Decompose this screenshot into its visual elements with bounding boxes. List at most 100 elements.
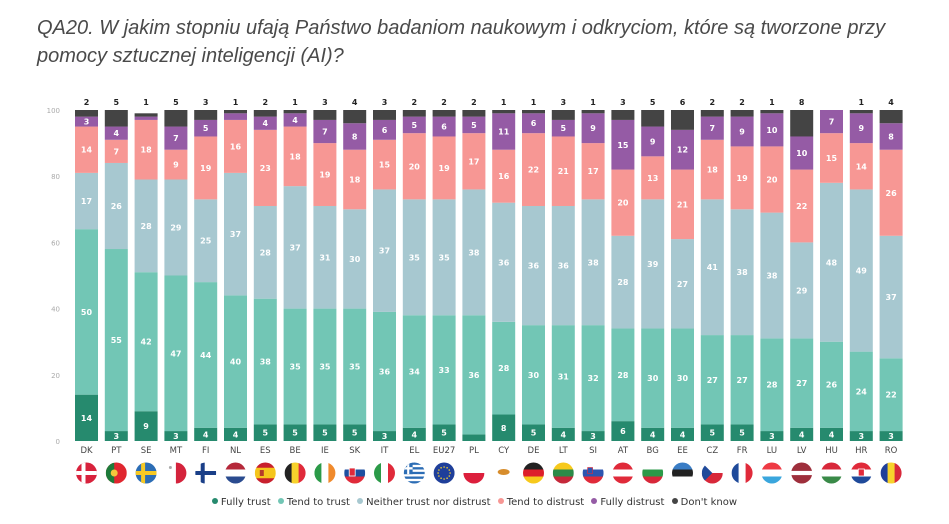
data-label: 5 <box>203 124 209 133</box>
flag-part <box>374 462 382 484</box>
flag-part <box>403 467 425 470</box>
bar-segment <box>551 136 575 206</box>
flag-at-icon <box>612 462 634 484</box>
bar-segment <box>790 427 814 441</box>
data-label: 36 <box>558 262 570 271</box>
flag-part <box>731 462 739 484</box>
data-label: 55 <box>111 336 123 345</box>
flag-part <box>887 462 895 484</box>
data-label: 38 <box>766 272 778 281</box>
flag-part <box>403 476 425 480</box>
data-label: 28 <box>617 371 629 380</box>
data-label: 4 <box>412 430 418 439</box>
data-label: 19 <box>737 174 749 183</box>
x-tick-label: MT <box>170 446 183 456</box>
bar-segment <box>671 110 694 130</box>
bar-group-ro: 3 22 37 26 8 4 RO <box>879 98 903 484</box>
bar-segment <box>760 146 784 213</box>
bar-segment <box>194 282 218 428</box>
flag-part <box>552 476 574 484</box>
data-label: 6 <box>382 126 388 135</box>
data-label: 39 <box>647 260 659 269</box>
data-label: 5 <box>263 429 269 438</box>
flag-part <box>446 477 448 479</box>
flag-part <box>612 462 634 470</box>
x-tick-label: PL <box>469 446 479 456</box>
data-label: 8 <box>352 132 358 141</box>
data-label: 9 <box>590 124 596 133</box>
bar-segment <box>373 189 396 312</box>
bar-segment <box>849 143 873 190</box>
data-label: 38 <box>468 248 480 257</box>
bar-segment <box>879 235 903 359</box>
data-label: 14 <box>856 162 868 171</box>
data-label: 21 <box>558 167 570 176</box>
bar-segment <box>700 335 724 425</box>
data-label: 3 <box>859 432 865 441</box>
bar-segment <box>432 424 456 441</box>
bar-segment <box>551 427 575 441</box>
bar-segment <box>283 113 307 127</box>
data-label: 41 <box>707 263 719 272</box>
data-label: 42 <box>141 338 152 347</box>
bar-segment <box>224 110 247 114</box>
bar-segment <box>730 335 754 425</box>
bar-segment <box>373 431 396 441</box>
data-label: 5 <box>412 121 418 130</box>
bar-segment <box>224 295 247 428</box>
bar-group-pt: 3 55 26 7 4 5 PT <box>104 98 128 484</box>
bar-segment <box>849 351 873 432</box>
x-tick-label: EL <box>409 446 419 456</box>
bar-segment <box>134 113 158 117</box>
flag-dk-icon <box>76 462 97 484</box>
x-tick-label: DK <box>80 446 93 456</box>
legend-label: Tend to trust <box>286 497 350 508</box>
data-label-dont-know: 3 <box>322 98 328 107</box>
data-label: 25 <box>200 237 212 246</box>
data-label: 22 <box>796 202 807 211</box>
bar-segment <box>581 431 605 441</box>
data-label-dont-know: 8 <box>799 98 805 107</box>
x-tick-label: FR <box>737 446 748 456</box>
flag-part <box>381 462 389 484</box>
data-label: 16 <box>498 172 510 181</box>
bar-segment <box>134 179 158 273</box>
bar-segment <box>730 116 754 147</box>
flag-part <box>403 478 425 482</box>
flag-part <box>791 466 813 472</box>
data-label-dont-know: 1 <box>531 98 537 107</box>
bar-segment <box>224 119 247 173</box>
bar-segment <box>343 308 367 425</box>
data-label: 38 <box>260 358 272 367</box>
x-tick-label: EE <box>677 446 688 456</box>
data-label: 4 <box>650 430 656 439</box>
bar-segment <box>283 186 307 309</box>
x-tick-label: AT <box>618 446 629 456</box>
flag-part <box>612 469 634 477</box>
data-label: 27 <box>677 280 688 289</box>
data-label: 4 <box>561 430 567 439</box>
legend-item-fully-trust: Fully trust <box>211 497 271 508</box>
data-label: 4 <box>263 119 269 128</box>
bar-segment <box>492 202 516 322</box>
data-label: 20 <box>766 176 778 185</box>
flag-hu-icon <box>821 462 842 484</box>
x-tick-label: FI <box>202 446 209 456</box>
x-tick-label: EU27 <box>433 446 455 456</box>
data-label: 3 <box>382 432 388 441</box>
bar-segment <box>462 189 486 316</box>
bar-segment <box>879 149 903 236</box>
bar-segment <box>820 427 843 441</box>
data-label: 44 <box>200 351 212 360</box>
flag-part <box>254 467 276 474</box>
flag-part <box>403 474 425 477</box>
data-label: 28 <box>498 364 510 373</box>
bar-group-cz: 5 27 41 18 7 2 CZ <box>700 98 724 484</box>
bar-segment <box>343 424 367 441</box>
flag-es-icon <box>254 462 276 484</box>
bar-group-si: 3 32 38 17 9 1 SI <box>581 98 605 484</box>
x-tick-label: CZ <box>706 446 718 456</box>
data-label-dont-know: 1 <box>233 98 239 107</box>
data-label: 36 <box>528 262 540 271</box>
